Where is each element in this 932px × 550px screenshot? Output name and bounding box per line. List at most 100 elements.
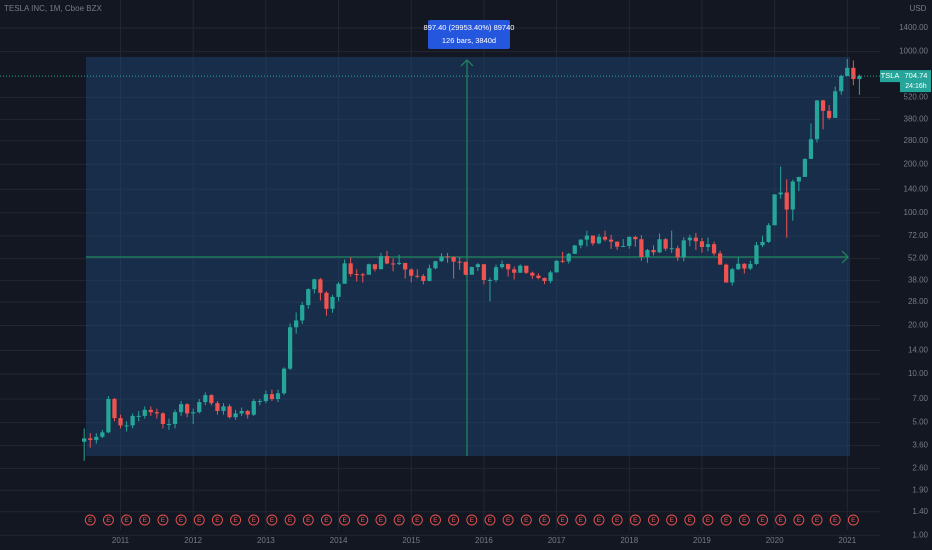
candle-body (814, 100, 820, 140)
earnings-letter: E (724, 517, 729, 524)
earnings-letter: E (106, 517, 111, 524)
candle-body (433, 261, 438, 269)
candle-body (239, 410, 244, 414)
candle-body (366, 264, 371, 275)
earnings-icon (102, 514, 114, 526)
candle-body (172, 412, 178, 424)
earnings-icon (811, 514, 823, 526)
earnings-icon (248, 514, 260, 526)
y-tick-label: 14.00 (908, 346, 929, 355)
price-tag-text: 704.74 (905, 71, 928, 80)
earnings-letter: E (797, 517, 802, 524)
candle-body (197, 402, 202, 413)
axis-labels: 1.00 1.40 1.90 2.60 3.60 5.00 7.00 10.00 14.00 20… (112, 23, 929, 545)
y-tick-label: 1.40 (912, 507, 928, 516)
y-tick-label: 380.00 (904, 114, 929, 123)
candle-body (711, 244, 717, 254)
candle-body (784, 192, 789, 210)
earnings-icon (175, 514, 187, 526)
earnings-letter: E (124, 517, 129, 524)
earnings-letter: E (143, 517, 148, 524)
candle-body (839, 76, 844, 92)
candle-body (372, 264, 378, 270)
x-tick-label: 2016 (475, 536, 493, 545)
candle-body (548, 272, 553, 281)
candle-body (203, 395, 208, 403)
candle-body (790, 181, 795, 210)
y-tick-label: 1.90 (912, 485, 928, 494)
candle-body (639, 239, 644, 258)
earnings-letter: E (270, 517, 275, 524)
candle-body (82, 438, 87, 442)
earnings-letter: E (542, 517, 547, 524)
earnings-icon (539, 514, 550, 526)
earnings-icon (339, 514, 351, 526)
earnings-icon (738, 514, 750, 526)
earnings-letter: E (342, 517, 347, 524)
earnings-icon (666, 514, 678, 526)
y-tick-label: 280.00 (904, 136, 929, 145)
earnings-letter: E (760, 517, 765, 524)
candle-body (808, 139, 814, 159)
earnings-icon (230, 514, 242, 526)
y-tick-label: 7.00 (912, 394, 928, 403)
earnings-icon (593, 514, 605, 526)
candle-body (493, 267, 499, 281)
x-tick-label: 2011 (112, 536, 130, 545)
candle-body (499, 264, 505, 268)
candle-body (742, 263, 747, 269)
candle-body (160, 413, 166, 424)
candle-body (717, 253, 723, 265)
candle-body (487, 280, 493, 282)
y-tick-label: 1000.00 (899, 47, 928, 56)
y-tick-label: 38.00 (908, 276, 929, 285)
earnings-letter: E (433, 517, 438, 524)
countdown: 24:16h (905, 83, 927, 90)
candle-body (469, 267, 474, 275)
y-tick-label: 3.60 (912, 441, 928, 450)
x-tick-label: 2017 (548, 536, 566, 545)
x-tick-label: 2012 (184, 536, 202, 545)
earnings-letter: E (324, 517, 329, 524)
candle-body (148, 409, 153, 413)
candle-body (342, 263, 347, 284)
candle-body (475, 264, 480, 268)
arrow-head (841, 250, 849, 264)
candle-body (124, 425, 129, 427)
candle-body (318, 279, 323, 293)
y-tick-label: 100.00 (904, 208, 929, 217)
candle-body (772, 194, 777, 226)
earnings-letter: E (415, 517, 420, 524)
earnings-letter: E (361, 517, 366, 524)
candle-body (542, 278, 547, 281)
candle-body (263, 394, 268, 402)
candle-body (524, 265, 529, 273)
candle-body (615, 241, 620, 247)
candle-body (257, 401, 262, 403)
candle-body (88, 438, 93, 440)
candle-body (269, 394, 275, 400)
candle-body (112, 399, 117, 419)
earnings-icon (193, 514, 205, 526)
earnings-icon (284, 514, 296, 526)
candle-body (608, 239, 614, 242)
measure-span: 126 bars, 3840d (442, 36, 496, 45)
earnings-letter: E (579, 517, 584, 524)
candle-body (215, 403, 220, 411)
candle-body (518, 265, 523, 273)
candle-body (736, 263, 741, 270)
candle-body (185, 404, 190, 414)
candle-body (275, 393, 281, 400)
candle-body (748, 263, 753, 269)
measure-change: 897.40 (29953.40%) 89740 (424, 23, 515, 32)
x-tick-label: 2018 (620, 536, 638, 545)
candle-body (330, 296, 335, 309)
earnings-letter: E (470, 517, 475, 524)
earnings-letter: E (524, 517, 529, 524)
candles (82, 58, 862, 461)
candle-body (572, 245, 577, 254)
candle-body (191, 412, 196, 414)
earnings-letter: E (669, 517, 674, 524)
candle-body (100, 432, 105, 437)
candle-body (312, 279, 317, 290)
